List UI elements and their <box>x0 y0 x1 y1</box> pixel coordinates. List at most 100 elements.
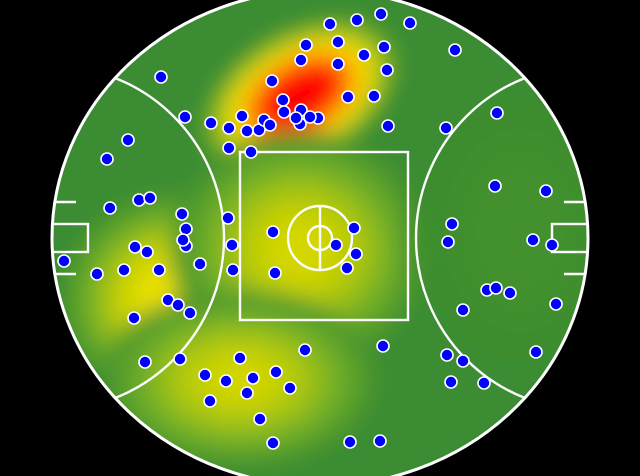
possession-point[interactable] <box>488 179 502 193</box>
possession-point[interactable] <box>138 355 152 369</box>
possession-point[interactable] <box>268 266 282 280</box>
possession-point[interactable] <box>381 119 395 133</box>
ground-markings <box>52 64 588 412</box>
possession-point[interactable] <box>173 352 187 366</box>
possession-point[interactable] <box>57 254 71 268</box>
possession-point[interactable] <box>235 109 249 123</box>
possession-point[interactable] <box>90 267 104 281</box>
possession-point[interactable] <box>445 217 459 231</box>
possession-point[interactable] <box>143 191 157 205</box>
possession-point[interactable] <box>117 263 131 277</box>
right-fifty-arc <box>414 64 588 412</box>
possession-point[interactable] <box>526 233 540 247</box>
possession-point[interactable] <box>276 93 290 107</box>
possession-point[interactable] <box>376 339 390 353</box>
possession-point[interactable] <box>175 207 189 221</box>
possession-point[interactable] <box>350 13 364 27</box>
possession-point[interactable] <box>294 53 308 67</box>
possession-point[interactable] <box>244 145 258 159</box>
possession-point[interactable] <box>222 141 236 155</box>
possession-point[interactable] <box>298 343 312 357</box>
possession-point[interactable] <box>545 238 559 252</box>
possession-point[interactable] <box>132 193 146 207</box>
possession-point[interactable] <box>377 40 391 54</box>
possession-point[interactable] <box>456 354 470 368</box>
goal-squares <box>52 222 588 254</box>
possession-point[interactable] <box>477 376 491 390</box>
possession-point[interactable] <box>289 111 303 125</box>
possession-point[interactable] <box>266 436 280 450</box>
possession-point[interactable] <box>198 368 212 382</box>
possession-point[interactable] <box>331 35 345 49</box>
possession-point[interactable] <box>171 298 185 312</box>
possession-point[interactable] <box>373 434 387 448</box>
left-goal-square <box>52 222 90 254</box>
possession-point[interactable] <box>140 245 154 259</box>
ground-boundary <box>50 0 590 476</box>
possession-point[interactable] <box>299 38 313 52</box>
possession-point[interactable] <box>539 184 553 198</box>
possession-point[interactable] <box>529 345 543 359</box>
possession-point[interactable] <box>349 247 363 261</box>
possession-point[interactable] <box>222 121 236 135</box>
possession-point[interactable] <box>203 394 217 408</box>
possession-point[interactable] <box>444 375 458 389</box>
right-cool <box>400 70 588 390</box>
possession-point[interactable] <box>103 201 117 215</box>
possession-point[interactable] <box>128 240 142 254</box>
possession-point[interactable] <box>357 48 371 62</box>
possession-point[interactable] <box>347 221 361 235</box>
possession-point[interactable] <box>503 286 517 300</box>
possession-point[interactable] <box>221 211 235 225</box>
possession-point[interactable] <box>343 435 357 449</box>
possession-point[interactable] <box>277 105 291 119</box>
possession-point[interactable] <box>265 74 279 88</box>
right-goal-square <box>550 222 588 254</box>
lower-left-warm <box>100 290 380 470</box>
possession-point[interactable] <box>240 386 254 400</box>
possession-point[interactable] <box>154 70 168 84</box>
possession-point[interactable] <box>178 110 192 124</box>
left-fifty-arc <box>52 64 226 412</box>
possession-point[interactable] <box>219 374 233 388</box>
possession-point[interactable] <box>266 225 280 239</box>
possession-point[interactable] <box>226 263 240 277</box>
possession-point[interactable] <box>439 121 453 135</box>
possession-point[interactable] <box>121 133 135 147</box>
possession-point[interactable] <box>380 63 394 77</box>
possession-point[interactable] <box>367 89 381 103</box>
possession-point[interactable] <box>283 381 297 395</box>
possession-points <box>57 7 563 450</box>
possession-point[interactable] <box>240 124 254 138</box>
possession-point[interactable] <box>127 311 141 325</box>
possession-point[interactable] <box>100 152 114 166</box>
possession-point[interactable] <box>179 222 193 236</box>
possession-point[interactable] <box>176 233 190 247</box>
possession-point[interactable] <box>263 118 277 132</box>
possession-point[interactable] <box>246 371 260 385</box>
possession-point[interactable] <box>448 43 462 57</box>
possession-point[interactable] <box>331 57 345 71</box>
possession-point[interactable] <box>329 238 343 252</box>
possession-point[interactable] <box>489 281 503 295</box>
possession-point[interactable] <box>374 7 388 21</box>
possession-point[interactable] <box>323 17 337 31</box>
possession-point[interactable] <box>340 261 354 275</box>
possession-point[interactable] <box>490 106 504 120</box>
possession-point[interactable] <box>303 110 317 124</box>
possession-point[interactable] <box>253 412 267 426</box>
possession-point[interactable] <box>441 235 455 249</box>
possession-point[interactable] <box>233 351 247 365</box>
possession-point[interactable] <box>183 306 197 320</box>
possession-point[interactable] <box>204 116 218 130</box>
possession-point[interactable] <box>269 365 283 379</box>
possession-point[interactable] <box>549 297 563 311</box>
possession-point[interactable] <box>440 348 454 362</box>
possession-point[interactable] <box>341 90 355 104</box>
possession-point[interactable] <box>456 303 470 317</box>
possession-point[interactable] <box>225 238 239 252</box>
possession-point[interactable] <box>152 263 166 277</box>
possession-point[interactable] <box>193 257 207 271</box>
possession-point[interactable] <box>403 16 417 30</box>
